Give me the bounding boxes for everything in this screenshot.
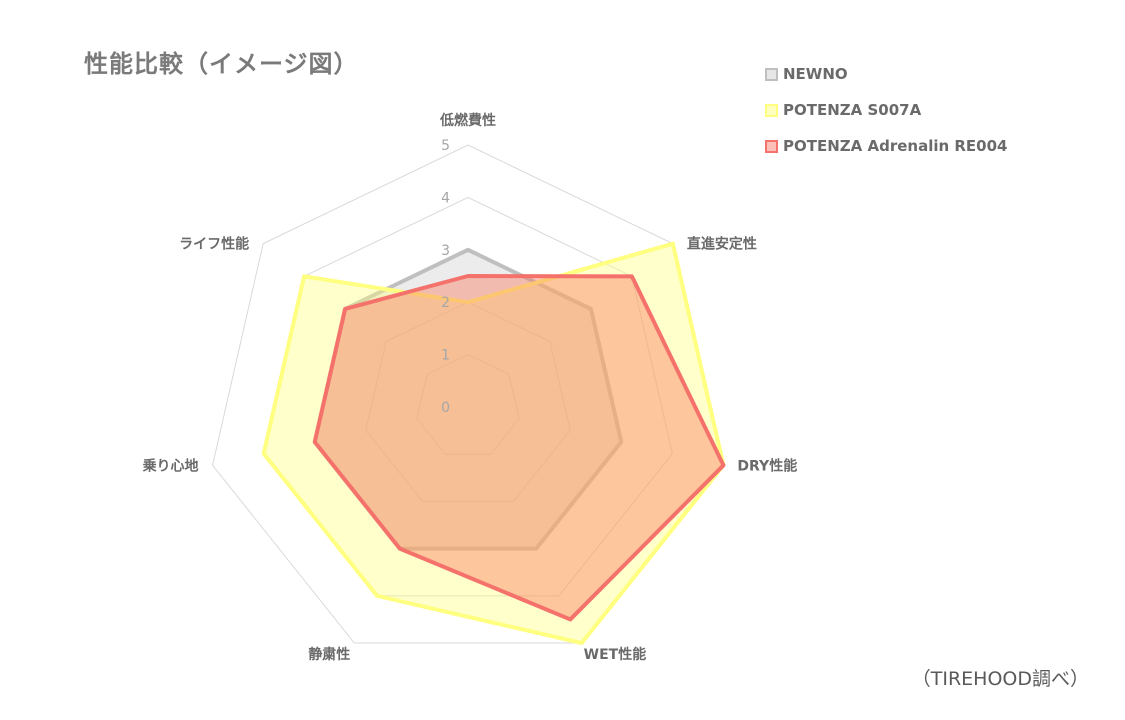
legend-item-potenza-s007a: POTENZA S007A xyxy=(765,92,1008,128)
legend-swatch-potenza-re004 xyxy=(765,139,778,153)
chart-title: 性能比較（イメージ図） xyxy=(84,50,359,78)
legend-swatch-potenza-s007a xyxy=(765,103,778,117)
source-note: （TIREHOOD調べ） xyxy=(911,668,1089,690)
tick-label-4: 4 xyxy=(441,190,450,206)
legend-label-potenza-s007a: POTENZA S007A xyxy=(783,101,922,119)
tick-label-5: 5 xyxy=(441,138,450,154)
tick-label-0: 0 xyxy=(441,400,450,416)
legend-item-potenza-re004: POTENZA Adrenalin RE004 xyxy=(765,128,1008,164)
axis-label-6: ライフ性能 xyxy=(179,236,249,253)
axis-label-5: 乗り心地 xyxy=(142,457,199,474)
grid-ring-2 xyxy=(365,301,571,502)
tick-label-2: 2 xyxy=(441,295,450,311)
legend-swatch-newno xyxy=(765,67,778,81)
axis-label-4: 静粛性 xyxy=(308,646,350,663)
tick-label-3: 3 xyxy=(441,243,450,259)
series-area-2 xyxy=(312,274,726,622)
legend: NEWNO POTENZA S007A POTENZA Adrenalin RE… xyxy=(765,56,1008,164)
series-area-1 xyxy=(261,241,726,646)
tick-label-1: 1 xyxy=(441,348,450,364)
axis-label-0: 低燃費性 xyxy=(439,112,496,129)
grid-ring-1 xyxy=(416,354,520,455)
axis-label-1: 直進安定性 xyxy=(687,236,757,253)
axis-label-2: DRY性能 xyxy=(737,457,797,474)
legend-label-potenza-re004: POTENZA Adrenalin RE004 xyxy=(783,137,1008,155)
legend-label-newno: NEWNO xyxy=(783,65,848,83)
axis-label-3: WET性能 xyxy=(584,646,647,663)
legend-item-newno: NEWNO xyxy=(765,56,1008,92)
